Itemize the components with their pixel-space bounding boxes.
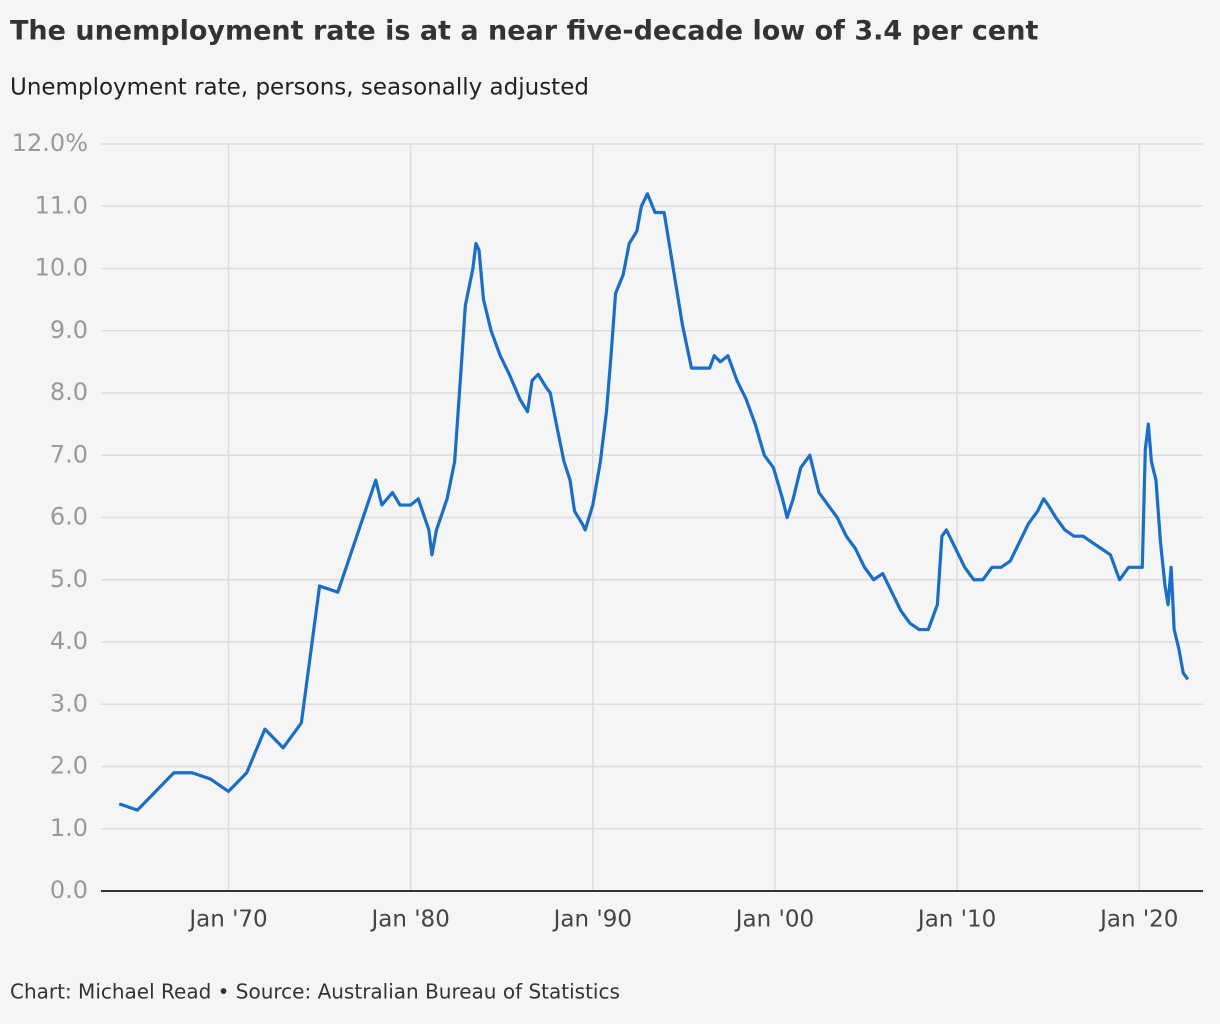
y-tick-label: 11.0 xyxy=(35,191,88,219)
x-tick-label: Jan '00 xyxy=(734,907,814,933)
y-tick-label: 10.0 xyxy=(35,254,88,282)
chart-footer: Chart: Michael Read • Source: Australian… xyxy=(10,980,620,1004)
chart-subtitle: Unemployment rate, persons, seasonally a… xyxy=(10,75,589,101)
data-line xyxy=(118,192,1190,812)
y-tick-label: 3.0 xyxy=(50,689,88,717)
x-tick-label: Jan '70 xyxy=(187,907,267,933)
y-tick-label: 4.0 xyxy=(50,627,88,655)
y-tick-label: 9.0 xyxy=(50,316,88,344)
x-tick-label: Jan '80 xyxy=(369,907,449,933)
chart-title: The unemployment rate is at a near five-… xyxy=(10,16,1038,47)
x-tick-label: Jan '90 xyxy=(552,907,632,933)
y-tick-label: 0.0 xyxy=(50,876,88,904)
y-tick-label: 1.0 xyxy=(50,814,88,842)
y-tick-label: 8.0 xyxy=(50,378,88,406)
y-tick-label: 7.0 xyxy=(50,440,88,468)
y-tick-label: 2.0 xyxy=(50,752,88,780)
y-tick-label: 5.0 xyxy=(50,565,88,593)
x-tick-label: Jan '10 xyxy=(916,907,996,933)
x-tick-label: Jan '20 xyxy=(1098,907,1178,933)
y-tick-label: 6.0 xyxy=(50,503,88,531)
y-tick-label: 12.0% xyxy=(12,129,88,157)
